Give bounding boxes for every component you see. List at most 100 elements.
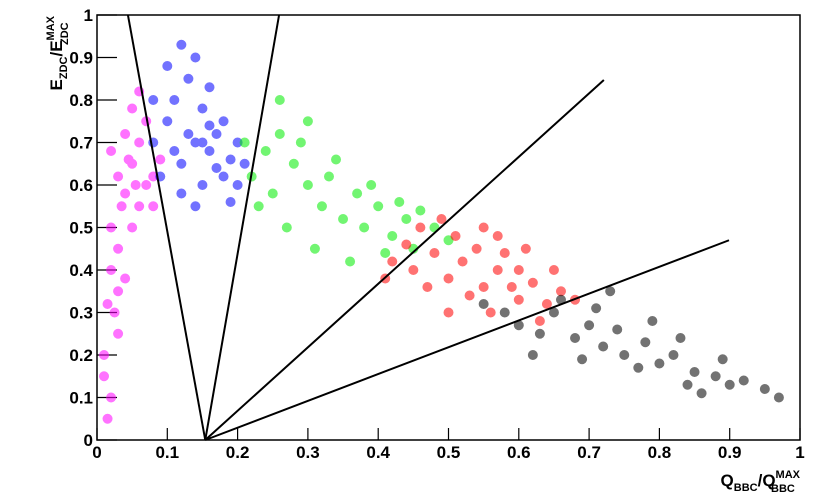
- point: [267, 188, 278, 199]
- point: [155, 154, 166, 165]
- y-tick-label: 0.2: [69, 346, 93, 365]
- point: [316, 201, 327, 212]
- point: [106, 222, 117, 233]
- point: [352, 188, 363, 199]
- point: [211, 163, 222, 173]
- x-tick-label: 0: [92, 443, 101, 462]
- point: [281, 222, 292, 233]
- point: [513, 294, 524, 305]
- point: [548, 307, 559, 318]
- point: [141, 180, 152, 190]
- point: [640, 337, 651, 348]
- y-tick-label: 0.6: [69, 176, 93, 195]
- point: [598, 341, 609, 352]
- point: [520, 243, 531, 254]
- point: [499, 248, 510, 258]
- point: [506, 282, 517, 292]
- point: [541, 299, 552, 309]
- point: [218, 171, 229, 182]
- point: [225, 197, 236, 207]
- point: [380, 248, 391, 258]
- axis-label: EZDC/EMAX ZDC: [45, 15, 71, 90]
- point: [169, 146, 180, 156]
- point: [288, 158, 299, 169]
- point: [197, 180, 208, 190]
- axis-label-part: MAX: [45, 15, 57, 40]
- point: [116, 201, 127, 212]
- point: [162, 61, 173, 71]
- x-tick-label: 1: [795, 443, 804, 462]
- point: [99, 371, 110, 382]
- point: [555, 294, 566, 305]
- point: [274, 95, 285, 105]
- point: [429, 248, 440, 258]
- axis-label-part: BBC: [734, 482, 758, 494]
- cut-line: [204, 79, 605, 441]
- axis-label-part: BBC: [771, 483, 795, 495]
- y-tick-label: 0.7: [69, 134, 93, 153]
- point: [99, 350, 110, 360]
- axis-label-part: ZDC: [58, 56, 70, 79]
- point: [654, 358, 665, 369]
- axis-label-part: E: [47, 79, 66, 90]
- x-tick-label: 0.7: [577, 443, 601, 462]
- y-tick-label: 0.5: [69, 219, 93, 238]
- point: [211, 129, 222, 139]
- point: [239, 137, 250, 148]
- point: [527, 277, 538, 288]
- point: [106, 146, 117, 156]
- point: [534, 328, 545, 339]
- point: [218, 116, 229, 127]
- point: [415, 205, 426, 216]
- point: [253, 201, 264, 212]
- point: [127, 103, 138, 114]
- point: [274, 129, 285, 139]
- x-tick-label: 0.2: [226, 443, 250, 462]
- point: [738, 375, 749, 386]
- point: [309, 243, 320, 254]
- x-tick-label: 0.9: [718, 443, 742, 462]
- y-tick-label: 0.4: [69, 261, 93, 280]
- point: [130, 180, 141, 190]
- y-tick-label: 0: [84, 431, 93, 450]
- point: [183, 73, 194, 84]
- point: [260, 146, 271, 156]
- y-tick-label: 0.1: [69, 389, 93, 408]
- point: [759, 384, 770, 394]
- point: [464, 290, 475, 301]
- point: [162, 116, 173, 127]
- point: [675, 333, 686, 343]
- point: [450, 231, 461, 241]
- point: [527, 350, 538, 360]
- point: [499, 307, 510, 318]
- point: [696, 388, 707, 399]
- point: [717, 354, 728, 365]
- point: [120, 129, 131, 139]
- point: [485, 307, 496, 318]
- point: [109, 307, 120, 318]
- point: [710, 371, 721, 382]
- point: [302, 180, 313, 190]
- point: [591, 303, 602, 314]
- point: [331, 154, 342, 165]
- point-cloud: [99, 86, 166, 424]
- point: [113, 243, 124, 254]
- point: [401, 214, 412, 224]
- point: [176, 188, 187, 199]
- point: [443, 273, 454, 284]
- point: [443, 307, 454, 318]
- y-tick-label: 0.8: [69, 91, 93, 110]
- cut-line: [204, 14, 281, 441]
- point: [436, 214, 447, 224]
- point: [148, 171, 159, 182]
- y-tick-label: 0.3: [69, 304, 93, 323]
- point: [239, 158, 250, 169]
- axis-label-part: /E: [47, 40, 66, 56]
- point: [169, 95, 180, 105]
- point: [176, 158, 187, 169]
- point: [176, 39, 187, 50]
- axis-label-part: /Q: [758, 471, 776, 490]
- point: [408, 265, 419, 275]
- point: [232, 137, 243, 148]
